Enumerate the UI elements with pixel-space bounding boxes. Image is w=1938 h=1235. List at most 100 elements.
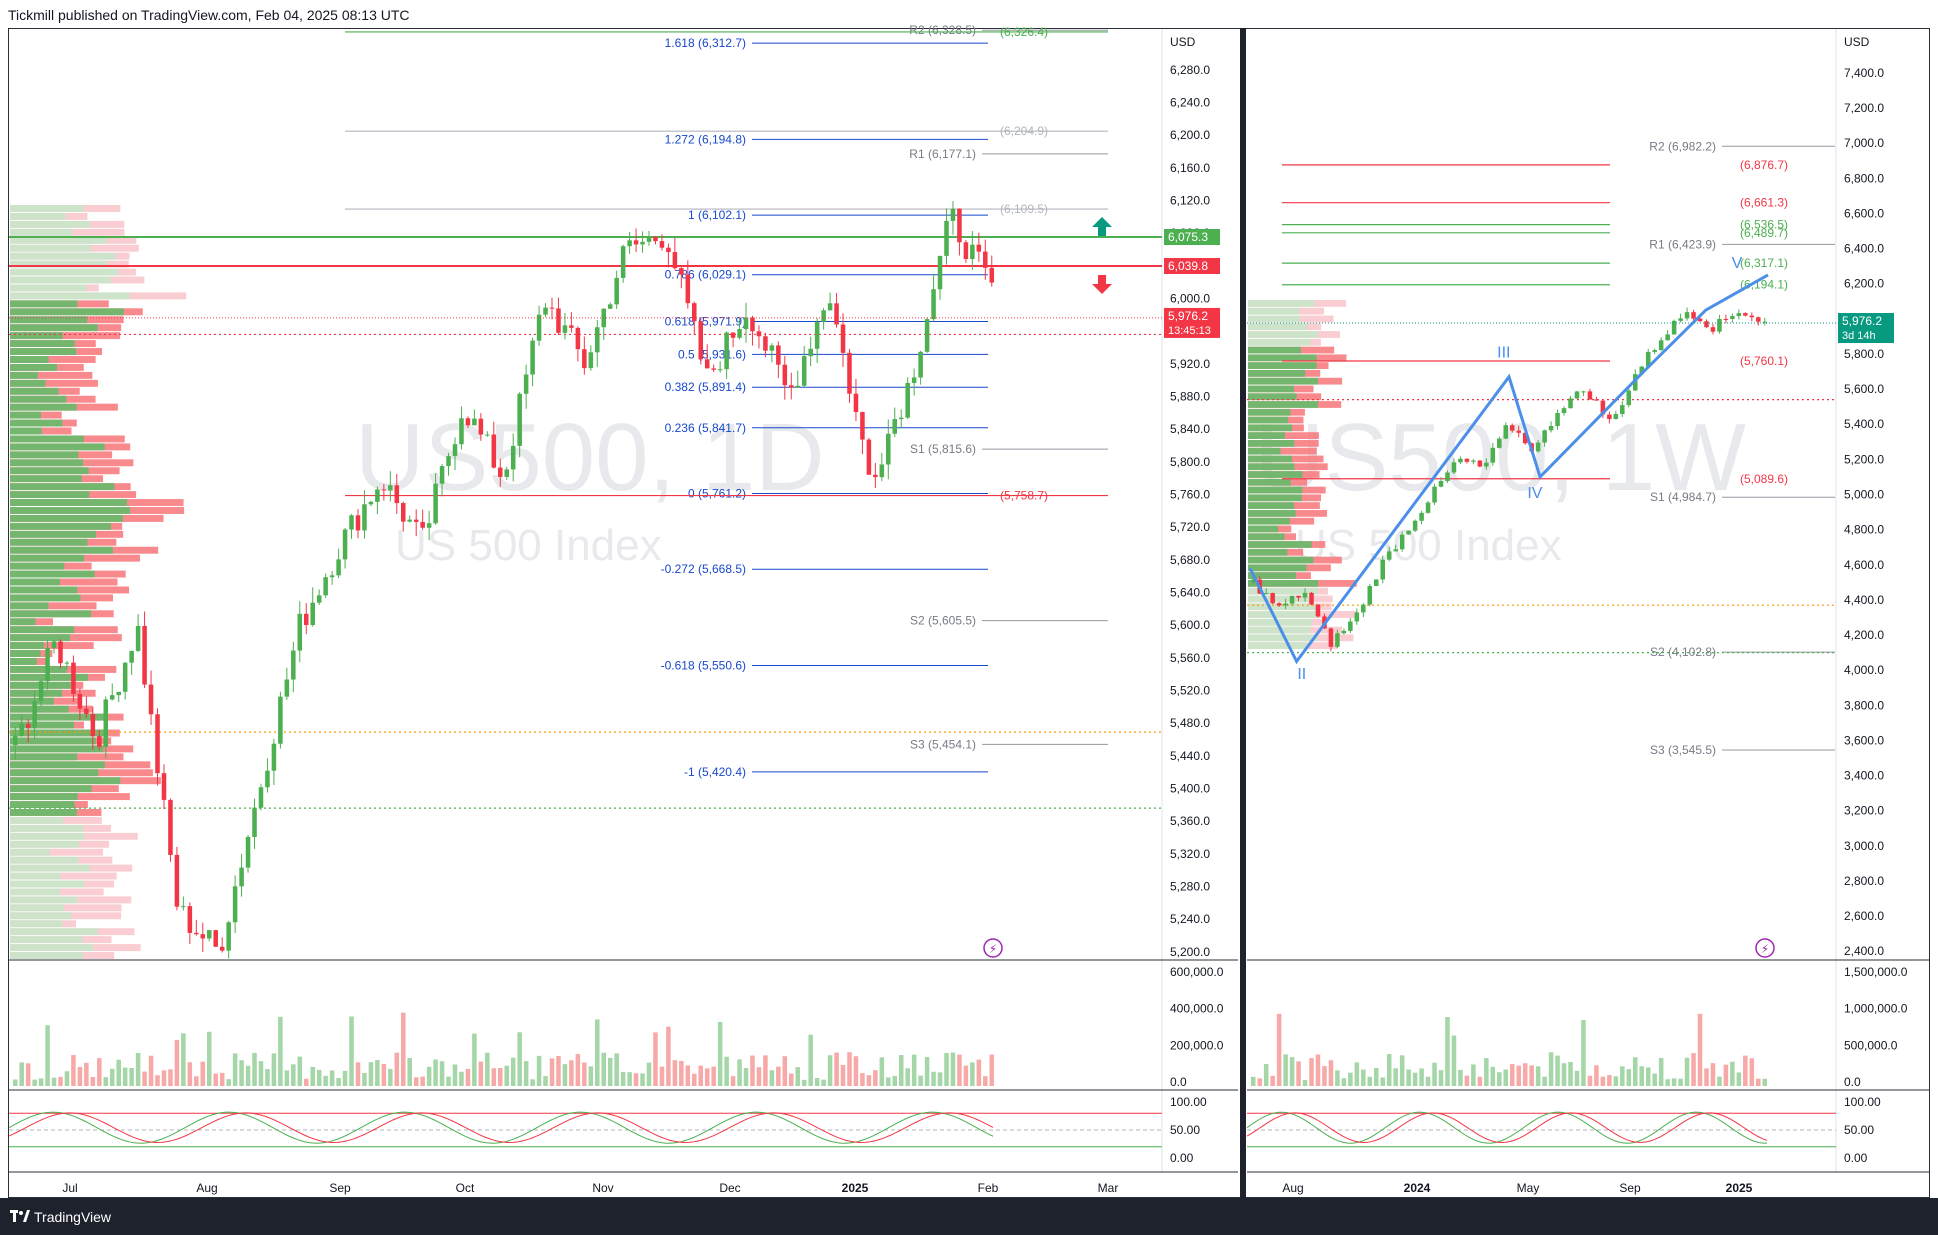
- candle-body: [355, 515, 361, 531]
- volume-bar: [730, 1076, 736, 1086]
- volume-bar: [336, 1078, 341, 1086]
- candle-body: [465, 418, 471, 426]
- candle-body: [420, 521, 425, 528]
- volume-profile-bar: [10, 920, 63, 928]
- volume-bar: [1419, 1068, 1424, 1086]
- volume-profile-bar: [10, 459, 84, 467]
- volume-bar: [536, 1055, 542, 1086]
- currency-label: USD: [1170, 35, 1196, 49]
- volume-profile-bar: [10, 387, 59, 395]
- key-level-tag: [1164, 257, 1220, 274]
- volume-profile-bar: [1248, 510, 1296, 517]
- candle-body: [316, 595, 322, 603]
- volume-bar: [1535, 1066, 1541, 1086]
- volume-bar: [135, 1052, 141, 1086]
- time-tick-label: Oct: [456, 1181, 475, 1195]
- level-label: (6,204.9): [1000, 124, 1048, 138]
- time-tick-label: May: [1517, 1181, 1540, 1195]
- price-tick-label: 6,240.0: [1170, 96, 1210, 110]
- volume-bar: [194, 1076, 199, 1086]
- wave-label: V: [1732, 255, 1743, 272]
- volume-profile-bar: [10, 642, 44, 650]
- volume-profile-bar: [10, 705, 69, 713]
- fib-level-label: 0 (5,761.2): [688, 487, 746, 501]
- symbol-watermark: US500, 1D: [355, 404, 825, 511]
- volume-profile-bar: [1248, 300, 1315, 307]
- volume-profile-bar: [10, 801, 75, 808]
- chart-frame: [8, 28, 1930, 1198]
- volume-profile-bar: [10, 602, 97, 610]
- volume-bar: [1620, 1066, 1625, 1086]
- candle-body: [181, 906, 186, 908]
- pivot-level-label: R1 (6,177.1): [909, 147, 976, 161]
- candle-body: [1471, 460, 1476, 462]
- candle-body: [38, 681, 44, 702]
- candle-body: [1309, 592, 1314, 605]
- volume-profile-bar: [10, 689, 63, 697]
- down-arrow-icon: [1092, 275, 1112, 294]
- volume-bar: [698, 1065, 704, 1086]
- candle-body: [1749, 315, 1755, 318]
- volume-bar: [808, 1034, 813, 1086]
- candle-body: [25, 723, 31, 728]
- volume-bar: [381, 1063, 387, 1086]
- volume-profile-bar: [1248, 393, 1297, 401]
- candle-body: [1283, 603, 1288, 606]
- volume-bar: [90, 1077, 96, 1086]
- volume-bar: [1568, 1061, 1573, 1086]
- price-tick-label: 6,000.0: [1170, 292, 1210, 306]
- candle-body: [1756, 317, 1761, 322]
- volume-profile-bar: [10, 228, 73, 236]
- volume-bar: [1607, 1075, 1612, 1086]
- volume-bar: [950, 1052, 956, 1086]
- price-tick-label: 6,200.0: [1844, 277, 1884, 291]
- volume-profile-bar: [10, 904, 64, 912]
- candle-body: [1561, 408, 1567, 414]
- volume-bar: [795, 1067, 801, 1086]
- volume-bar: [1412, 1072, 1418, 1086]
- candle-body: [206, 930, 212, 939]
- volume-bar: [756, 1067, 762, 1086]
- candle-body: [1574, 391, 1580, 399]
- currency-label: USD: [1844, 35, 1870, 49]
- candle-body: [291, 650, 296, 680]
- candle-body: [543, 307, 548, 315]
- price-tick-label: 6,800.0: [1844, 171, 1884, 185]
- candle-body: [1399, 534, 1405, 550]
- volume-profile-bar: [10, 411, 41, 419]
- candle-body: [433, 483, 438, 524]
- oscillator-d-line: [8, 1112, 994, 1143]
- volume-bar: [1678, 1078, 1683, 1086]
- volume-bar: [957, 1054, 962, 1086]
- candle-body: [168, 799, 173, 855]
- key-level-tag-text: 6,039.8: [1168, 259, 1208, 273]
- volume-profile-bar: [1248, 455, 1293, 463]
- volume-bar: [1516, 1065, 1521, 1086]
- volume-profile-bar: [1248, 541, 1312, 548]
- candle-body: [258, 787, 264, 808]
- volume-profile-bar: [1248, 447, 1281, 455]
- level-label: (6,109.5): [1000, 202, 1048, 216]
- panel-divider[interactable]: [1240, 28, 1246, 1198]
- candle-body: [730, 332, 736, 338]
- candle-body: [129, 650, 134, 663]
- left-chart-panel: US500, 1D US 500 Index USD 6,280.0 6,240.0 6,…: [8, 23, 1238, 1195]
- volume-bar: [789, 1073, 794, 1086]
- volume-bar: [601, 1052, 607, 1086]
- volume-bar: [1354, 1062, 1360, 1086]
- volume-profile-bar: [1248, 307, 1299, 315]
- volume-bar: [362, 1073, 367, 1086]
- level-label: (5,089.6): [1740, 472, 1788, 486]
- volume-profile-bar: [10, 944, 94, 952]
- volume-bar: [1645, 1067, 1651, 1086]
- volume-profile-bar: [1248, 362, 1317, 369]
- volume-profile-bar: [10, 220, 90, 228]
- level-label: (6,326.4): [1000, 25, 1048, 39]
- candle-body: [905, 382, 910, 418]
- volume-bar: [103, 1077, 109, 1086]
- candle-body: [342, 529, 348, 560]
- volume-bar: [1574, 1070, 1580, 1086]
- description-watermark: US 500 Index: [395, 521, 662, 570]
